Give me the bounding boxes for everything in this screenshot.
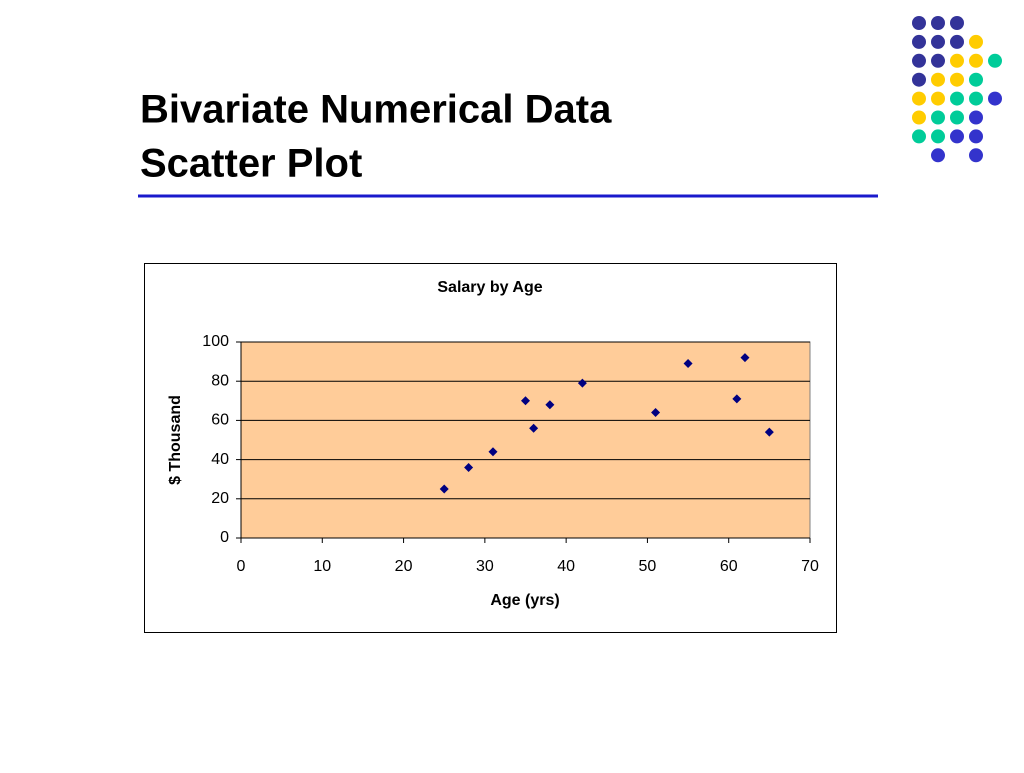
decor-dot xyxy=(950,129,964,144)
slide-title: Scatter Plot xyxy=(140,142,362,186)
decor-dot xyxy=(988,53,1002,68)
decor-dot xyxy=(931,91,945,106)
decor-dot xyxy=(931,53,945,68)
y-tick-label: 80 xyxy=(211,372,229,389)
x-tick-label: 50 xyxy=(639,558,657,575)
y-axis-label: $ Thousand xyxy=(167,395,184,485)
decor-dot xyxy=(969,34,983,49)
point xyxy=(439,484,449,494)
point xyxy=(577,378,587,388)
x-tick-label: 10 xyxy=(313,558,331,575)
decor-dot xyxy=(931,148,945,163)
y-tick-label: 40 xyxy=(211,451,229,468)
decor-dot xyxy=(931,34,945,49)
decor-dot xyxy=(950,91,964,106)
point xyxy=(764,427,774,437)
decor-dot xyxy=(931,129,945,144)
decor-dot xyxy=(950,16,964,30)
decor-dot xyxy=(931,72,945,87)
point xyxy=(683,359,693,369)
decor-dot xyxy=(912,53,926,68)
decoration xyxy=(912,16,1002,163)
point xyxy=(521,396,530,406)
decor-dot xyxy=(912,72,926,87)
x-axis-label: Age (yrs) xyxy=(490,592,559,609)
decor-dot xyxy=(969,91,983,106)
x-tick-label: 0 xyxy=(237,558,246,575)
chart-title: Salary by Age xyxy=(437,279,542,296)
x-tick-label: 40 xyxy=(557,558,575,575)
decor-dot xyxy=(912,16,926,30)
decor-dot xyxy=(912,91,926,106)
x-tick-label: 60 xyxy=(720,558,738,575)
point xyxy=(464,462,474,472)
decor-dot xyxy=(969,110,983,125)
decor-dot xyxy=(950,53,964,68)
decor-dot xyxy=(950,110,964,125)
y-tick-label: 20 xyxy=(211,490,229,507)
point xyxy=(488,447,498,457)
y-tick-label: 100 xyxy=(202,333,229,350)
y-tick-label: 0 xyxy=(220,529,229,546)
point xyxy=(529,423,539,433)
decor-dot xyxy=(969,148,983,163)
decor-dot xyxy=(950,34,964,49)
decor-dot xyxy=(912,129,926,144)
slide-title: Bivariate Numerical Data xyxy=(140,88,612,132)
x-tick-label: 30 xyxy=(476,558,494,575)
point xyxy=(740,353,750,363)
decor-dot xyxy=(950,72,964,87)
decor-dot xyxy=(931,110,945,125)
decor-dot xyxy=(912,110,926,125)
decor-dot xyxy=(969,129,983,144)
decor-dot xyxy=(912,34,926,49)
decor-dot xyxy=(931,16,945,30)
decor-dot xyxy=(988,91,1002,106)
decor-dot xyxy=(969,53,983,68)
point xyxy=(651,408,661,418)
plot-area xyxy=(240,341,811,539)
point xyxy=(545,400,555,410)
decor-dot xyxy=(969,72,983,87)
point xyxy=(732,394,742,404)
x-tick-label: 70 xyxy=(801,558,819,575)
y-tick-label: 60 xyxy=(211,412,229,429)
x-tick-label: 20 xyxy=(395,558,413,575)
